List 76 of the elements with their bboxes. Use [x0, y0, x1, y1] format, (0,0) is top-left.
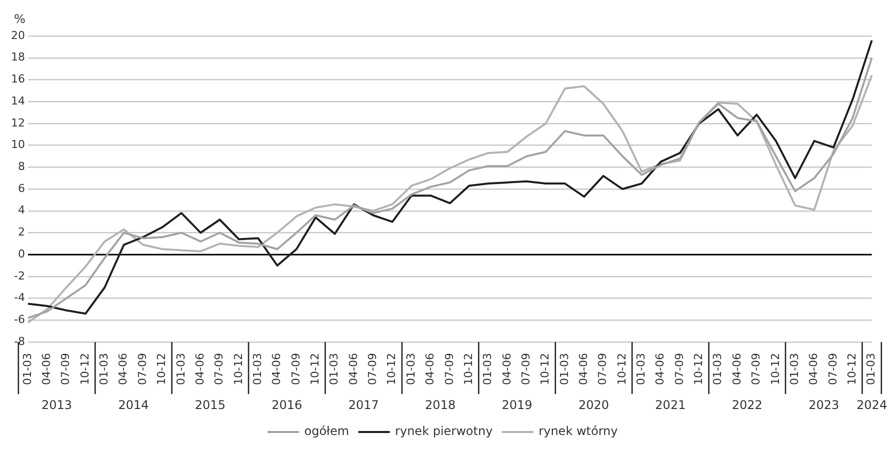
y-tick-label: -8 [14, 334, 25, 348]
x-tick-label: 01-03 [20, 353, 34, 386]
x-tick-label: 04-06 [116, 353, 130, 386]
x-tick-label: 07-09 [136, 353, 149, 386]
text: 2019 [502, 398, 532, 412]
x-tick-label: 04-06 [270, 353, 284, 386]
legend-label: rynek wtórny [538, 424, 618, 438]
x-tick-label: 01-03 [328, 353, 341, 386]
y-tick-label: -2 [14, 269, 25, 282]
x-tick-label: 04-06 [500, 353, 514, 386]
text: 2018 [425, 398, 456, 412]
x-tick-label: 07-09 [289, 353, 302, 386]
x-tick-label: 10-12 [615, 353, 628, 386]
x-tick-label: 10-12 [78, 353, 92, 386]
text: 2024 [856, 398, 888, 412]
text: 2020 [578, 398, 609, 412]
text: 2023 [808, 398, 840, 412]
x-tick-label: 04-06 [807, 353, 820, 386]
text: 2022 [732, 398, 762, 412]
x-tick-label: 01-03 [558, 353, 571, 386]
x-tick-label: 01-03 [98, 353, 111, 386]
y-tick-label: 16 [10, 72, 25, 86]
x-tick-label: 07-09 [596, 353, 610, 386]
x-tick-label: 07-09 [59, 353, 72, 386]
x-tick-label: 01-03 [864, 353, 878, 386]
x-tick-label: 10-12 [692, 353, 706, 386]
x-tick-label: 01-03 [481, 353, 494, 386]
x-tick-label: 07-09 [750, 353, 763, 386]
x-tick-label: 04-06 [654, 353, 667, 386]
text: 2021 [655, 398, 686, 412]
x-tick-label: 07-09 [442, 353, 456, 386]
x-tick-label: 01-03 [174, 353, 188, 386]
x-tick-label: 04-06 [730, 353, 744, 386]
x-tick-label: 10-12 [308, 353, 322, 386]
text: 2015 [194, 398, 226, 412]
text: 2014 [118, 398, 149, 412]
y-tick-label: 14 [10, 94, 25, 108]
y-tick-label: 8 [18, 160, 25, 174]
y-tick-label: 6 [18, 182, 25, 195]
x-tick-label: 07-09 [519, 353, 532, 386]
text: 2016 [272, 398, 302, 412]
x-tick-label: 10-12 [232, 353, 245, 386]
y-tick-label: -6 [14, 313, 25, 326]
x-tick-label: 01-03 [404, 353, 418, 386]
x-tick-label: 04-06 [40, 353, 54, 386]
x-tick-label: 01-03 [788, 353, 801, 386]
x-tick-label: 01-03 [711, 353, 724, 386]
legend-label: rynek pierwotny [395, 424, 493, 438]
x-tick-label: 10-12 [155, 353, 168, 386]
y-axis-title: % [14, 12, 26, 26]
y-tick-label: 18 [10, 50, 25, 64]
y-tick-label: -4 [14, 291, 25, 304]
text: 2013 [41, 398, 72, 412]
y-tick-label: 20 [10, 28, 25, 42]
y-tick-label: 4 [18, 204, 25, 217]
x-tick-label: 10-12 [385, 353, 398, 386]
y-tick-label: 10 [10, 138, 25, 152]
x-tick-label: 10-12 [462, 353, 475, 386]
y-tick-label: 0 [18, 247, 25, 260]
x-tick-label: 07-09 [672, 353, 686, 386]
x-tick-label: 01-03 [634, 353, 648, 386]
x-tick-label: 04-06 [193, 353, 206, 386]
x-tick-label: 01-03 [250, 353, 264, 386]
text: 2017 [348, 398, 379, 412]
y-tick-label: 12 [10, 116, 25, 130]
x-tick-label: 04-06 [577, 353, 590, 386]
x-tick-label: 10-12 [538, 353, 552, 386]
x-tick-label: 07-09 [826, 353, 840, 386]
x-tick-label: 07-09 [212, 353, 226, 386]
legend-label: ogółem [304, 424, 350, 438]
x-tick-label: 10-12 [768, 353, 782, 386]
x-tick-label: 10-12 [845, 353, 858, 386]
y-tick-label: 2 [18, 226, 25, 239]
x-tick-label: 07-09 [366, 353, 380, 386]
x-tick-label: 04-06 [346, 353, 360, 386]
x-tick-label: 04-06 [424, 353, 437, 386]
